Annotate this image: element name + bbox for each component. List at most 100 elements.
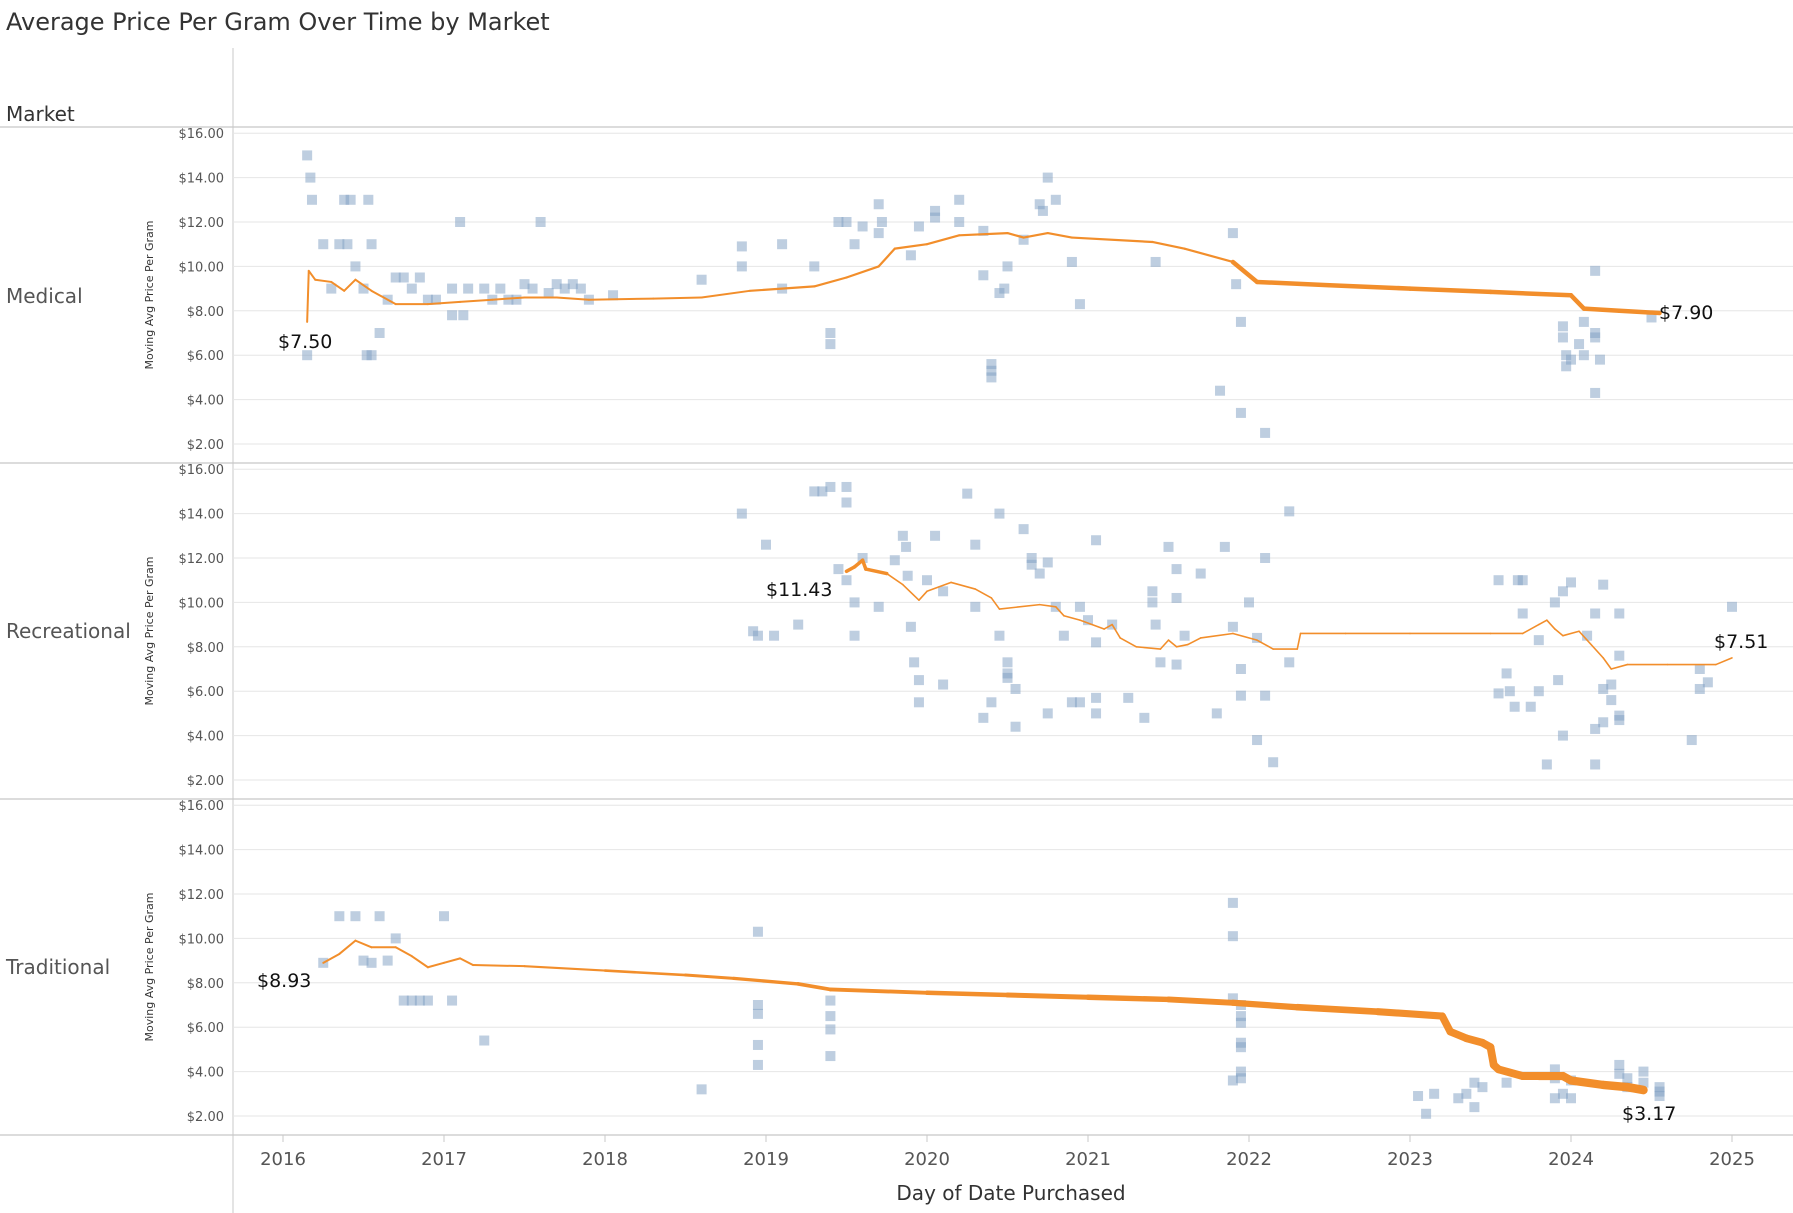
data-point bbox=[905, 621, 916, 632]
y-tick-label: $2.00 bbox=[187, 438, 224, 453]
data-point bbox=[1171, 592, 1182, 603]
trend-segment bbox=[459, 298, 494, 303]
data-point bbox=[1002, 657, 1013, 668]
trend-segment bbox=[306, 269, 310, 323]
data-point bbox=[1018, 524, 1029, 535]
data-point bbox=[1034, 199, 1045, 210]
data-point bbox=[1590, 723, 1601, 734]
data-point bbox=[994, 630, 1005, 641]
data-point bbox=[366, 239, 377, 250]
trend-segment bbox=[1175, 643, 1189, 648]
trend-segment bbox=[307, 269, 317, 281]
x-tick-label: 2023 bbox=[1387, 1149, 1433, 1170]
data-point bbox=[479, 283, 490, 294]
y-tick-label: $14.00 bbox=[179, 508, 225, 523]
y-tick-label: $4.00 bbox=[187, 394, 224, 409]
data-point bbox=[922, 575, 932, 586]
data-point bbox=[696, 274, 707, 285]
data-point bbox=[825, 995, 836, 1006]
data-point bbox=[366, 350, 377, 361]
data-point bbox=[1533, 635, 1544, 646]
trend-segment bbox=[343, 278, 357, 292]
y-tick-label: $8.00 bbox=[187, 305, 224, 320]
data-point bbox=[1026, 559, 1037, 570]
trend-segment bbox=[950, 581, 977, 590]
y-tick-label: $6.00 bbox=[187, 1021, 224, 1036]
data-point bbox=[339, 194, 350, 205]
x-tick-label: 2016 bbox=[260, 1149, 306, 1170]
data-point bbox=[841, 217, 852, 227]
data-point bbox=[358, 283, 369, 294]
trend-segment bbox=[1005, 992, 1091, 1000]
data-point bbox=[1227, 931, 1238, 942]
data-point bbox=[458, 310, 469, 321]
data-point bbox=[857, 221, 868, 232]
data-point bbox=[1284, 657, 1295, 668]
data-point bbox=[1557, 586, 1568, 597]
data-point bbox=[1694, 683, 1705, 694]
data-point bbox=[825, 1011, 836, 1022]
data-point bbox=[1227, 993, 1238, 1004]
trend-segment bbox=[1602, 657, 1613, 670]
trend-segment bbox=[845, 265, 880, 279]
trend-segment bbox=[958, 232, 1009, 237]
data-point bbox=[1614, 1068, 1625, 1079]
data-point bbox=[1541, 759, 1552, 770]
data-point bbox=[1561, 361, 1572, 372]
data-point bbox=[447, 310, 458, 321]
data-point bbox=[873, 228, 884, 239]
data-point bbox=[1284, 506, 1295, 517]
trend-segment bbox=[1562, 630, 1580, 637]
data-point bbox=[817, 486, 828, 497]
data-point bbox=[1150, 256, 1161, 267]
trend-segment bbox=[1230, 259, 1260, 285]
data-point bbox=[1235, 1042, 1246, 1053]
data-point bbox=[1147, 597, 1158, 608]
data-point bbox=[1614, 1059, 1625, 1070]
data-point bbox=[752, 1000, 763, 1010]
x-tick-label: 2022 bbox=[1226, 1149, 1272, 1170]
data-point bbox=[876, 217, 887, 227]
data-point bbox=[1252, 735, 1263, 746]
data-point bbox=[1590, 608, 1601, 619]
trend-segment bbox=[893, 243, 929, 250]
data-point bbox=[1501, 1077, 1512, 1088]
data-point bbox=[913, 221, 924, 232]
data-point bbox=[954, 217, 965, 227]
y-axis-label: Moving Avg Price Per Gram bbox=[143, 221, 156, 370]
trend-segment bbox=[1111, 623, 1121, 639]
data-point bbox=[1260, 553, 1271, 563]
trend-segment bbox=[410, 955, 429, 969]
data-point bbox=[889, 555, 900, 566]
data-point bbox=[999, 283, 1010, 294]
y-tick-label: $4.00 bbox=[187, 1066, 224, 1081]
trend-segment bbox=[338, 939, 357, 955]
panel-traditional: Traditional Moving Avg Price Per Gram $2… bbox=[5, 799, 1676, 1125]
data-point bbox=[1010, 683, 1021, 694]
data-point bbox=[1227, 228, 1238, 239]
data-point bbox=[1582, 630, 1593, 641]
data-point bbox=[1557, 730, 1568, 741]
data-point bbox=[1235, 1011, 1246, 1022]
data-point bbox=[1235, 407, 1246, 418]
data-point bbox=[1493, 688, 1504, 699]
end-label: $7.90 bbox=[1659, 302, 1713, 324]
data-point bbox=[463, 283, 474, 294]
data-point bbox=[519, 279, 530, 290]
data-point bbox=[1590, 387, 1601, 398]
data-point bbox=[736, 261, 747, 272]
data-point bbox=[986, 372, 997, 383]
data-point bbox=[1702, 677, 1713, 688]
data-point bbox=[1549, 597, 1560, 608]
data-point bbox=[1091, 535, 1102, 546]
data-point bbox=[1469, 1102, 1480, 1113]
data-point bbox=[1179, 630, 1190, 641]
data-point bbox=[1421, 1108, 1432, 1119]
data-point bbox=[1638, 1066, 1649, 1077]
trend-segment bbox=[1199, 632, 1234, 639]
y-tick-label: $16.00 bbox=[179, 463, 225, 478]
data-point bbox=[1654, 1082, 1665, 1093]
trend-line bbox=[844, 558, 1733, 670]
trend-segment bbox=[1119, 637, 1138, 648]
